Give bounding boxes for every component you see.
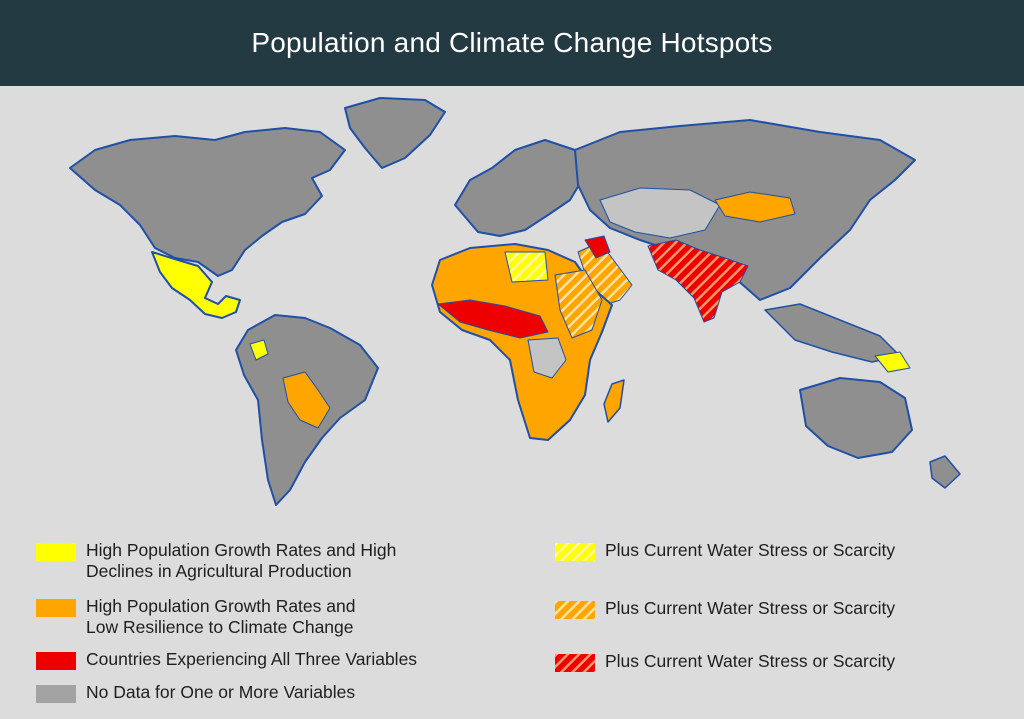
north-america-landmass bbox=[69, 127, 346, 277]
greenland-landmass bbox=[344, 97, 446, 169]
map-title: Population and Climate Change Hotspots bbox=[251, 27, 773, 58]
middle-east-red bbox=[584, 235, 611, 259]
legend-item-red-hatched: Plus Current Water Stress or Scarcity bbox=[555, 651, 895, 672]
central-africa-gray bbox=[527, 337, 567, 379]
legend: High Population Growth Rates and High De… bbox=[0, 526, 1024, 719]
new-zealand bbox=[929, 455, 961, 489]
bolivia-paraguay-region bbox=[282, 371, 331, 429]
central-asia-region bbox=[599, 187, 721, 239]
legend-item-gray: No Data for One or More Variables bbox=[36, 682, 355, 703]
yellow-hatched-swatch bbox=[555, 543, 595, 561]
australia-landmass bbox=[799, 377, 913, 459]
legend-item-orange-hatched: Plus Current Water Stress or Scarcity bbox=[555, 598, 895, 619]
europe-landmass bbox=[454, 139, 586, 237]
mongolia-region bbox=[714, 191, 796, 223]
mexico-central-america bbox=[151, 251, 241, 319]
colombia-region bbox=[249, 339, 269, 361]
red-hatched-swatch bbox=[555, 654, 595, 672]
madagascar bbox=[603, 379, 625, 423]
title-bar: Population and Climate Change Hotspots bbox=[0, 0, 1024, 86]
yellow-swatch bbox=[36, 543, 76, 561]
legend-item-red: Countries Experiencing All Three Variabl… bbox=[36, 649, 417, 670]
papua-new-guinea bbox=[874, 351, 911, 373]
legend-item-yellow-hatched: Plus Current Water Stress or Scarcity bbox=[555, 540, 895, 561]
southeast-asia-islands bbox=[764, 303, 901, 363]
north-africa-hatched bbox=[504, 251, 549, 283]
west-africa-red bbox=[437, 299, 549, 339]
orange-swatch bbox=[36, 599, 76, 617]
legend-item-yellow: High Population Growth Rates and High De… bbox=[36, 540, 396, 582]
red-swatch bbox=[36, 652, 76, 670]
horn-of-africa-hatched bbox=[554, 269, 603, 339]
south-asia-region bbox=[647, 239, 749, 323]
legend-item-orange: High Population Growth Rates and Low Res… bbox=[36, 596, 355, 638]
world-map bbox=[69, 97, 961, 506]
gray-swatch bbox=[36, 685, 76, 703]
orange-hatched-swatch bbox=[555, 601, 595, 619]
